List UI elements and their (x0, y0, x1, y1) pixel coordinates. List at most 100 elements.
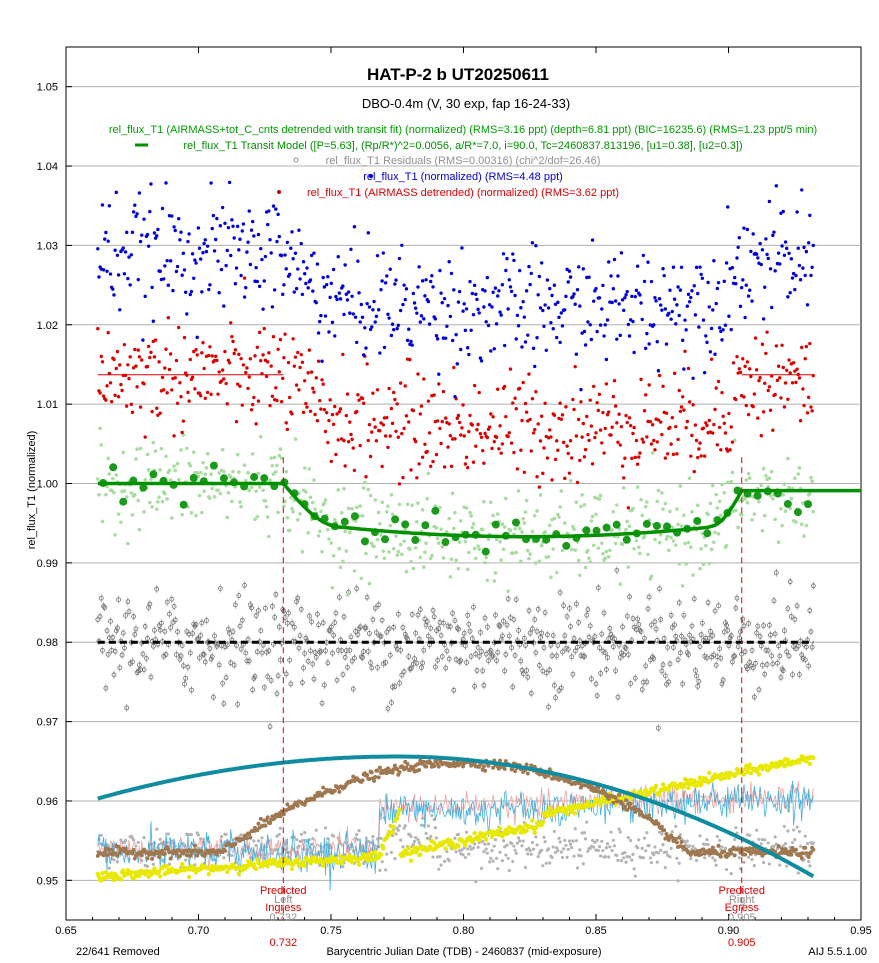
detrended-red-point (439, 441, 443, 446)
detrended-light-point (767, 476, 772, 481)
residual-point (687, 632, 693, 638)
detrended-light-point (582, 502, 587, 507)
data-series (95, 180, 861, 733)
detrended-light-point (231, 469, 235, 474)
aux-yellow-point (396, 811, 401, 817)
detrended-red-point (420, 455, 425, 459)
aux-grey-point (394, 832, 398, 836)
detrended-light-point (532, 514, 537, 518)
detrended-binned-point (602, 523, 611, 532)
detrended-light-point (119, 520, 123, 525)
aux-brown-point (525, 771, 530, 776)
residual-point (497, 623, 503, 629)
detrended-light-point (284, 469, 289, 474)
detrended-binned-point (693, 516, 702, 525)
residual-point (318, 648, 324, 654)
aux-grey-point (562, 847, 566, 851)
residual-point (571, 635, 577, 641)
aux-grey-point (564, 843, 568, 847)
detrended-light-point (492, 579, 497, 583)
normalized-blue-point (370, 325, 374, 329)
detrended-light-point (172, 464, 176, 468)
detrended-red-point (714, 386, 718, 390)
aux-grey-point (389, 850, 393, 855)
detrended-red-point (293, 355, 298, 359)
residual-point (795, 643, 801, 649)
aux-grey-point (599, 854, 603, 858)
detrended-light-point (204, 466, 209, 470)
detrended-binned-point (793, 508, 802, 517)
detrended-red-point (687, 400, 692, 404)
residual-point (743, 663, 749, 669)
normalized-blue-point (504, 268, 508, 273)
normalized-blue-point (349, 247, 353, 252)
detrended-red-point (165, 391, 169, 395)
normalized-blue-point (554, 335, 559, 340)
residual-point (518, 658, 524, 664)
aux-grey-point (526, 852, 530, 856)
normalized-blue-point (365, 301, 369, 306)
detrended-red-point (511, 401, 515, 405)
detrended-light-point (312, 478, 316, 482)
detrended-light-point (254, 489, 258, 493)
normalized-blue-point (390, 322, 395, 326)
detrended-red-point (128, 355, 132, 359)
detrended-red-point (638, 451, 642, 455)
normalized-blue-point (563, 308, 567, 312)
detrended-light-point (164, 454, 168, 459)
detrended-light-point (368, 493, 373, 498)
detrended-light-point (372, 544, 376, 549)
residual-point (594, 693, 600, 699)
normalized-blue-point (292, 290, 297, 294)
detrended-light-point (404, 570, 409, 574)
residual-point (368, 660, 373, 666)
aux-grey-point (609, 830, 613, 834)
detrended-red-point (205, 390, 210, 395)
detrended-light-point (469, 514, 473, 518)
normalized-blue-point (151, 319, 155, 323)
normalized-blue-point (226, 225, 231, 230)
normalized-blue-point (107, 204, 112, 208)
detrended-red-point (277, 370, 281, 374)
normalized-blue-point (343, 263, 347, 267)
detrended-red-point (134, 364, 138, 368)
detrended-light-point (504, 496, 508, 501)
residual-point (254, 649, 260, 655)
detrended-light-point (610, 528, 614, 532)
residual-point (658, 617, 664, 622)
residual-point (436, 626, 442, 632)
detrended-light-point (757, 499, 761, 504)
detrended-red-point (615, 421, 619, 425)
normalized-blue-point (272, 288, 277, 292)
normalized-blue-point (287, 272, 292, 277)
residual-point (361, 649, 367, 654)
detrended-red-point (306, 371, 310, 375)
residual-point (505, 596, 511, 602)
aux-grey-point (668, 855, 672, 859)
normalized-blue-point (210, 226, 214, 231)
residual-point (328, 624, 334, 630)
normalized-blue-point (211, 213, 216, 218)
residual-point (777, 653, 783, 659)
normalized-blue-point (484, 320, 488, 324)
detrended-red-point (257, 330, 262, 335)
detrended-red-point (370, 430, 374, 434)
residual-point (334, 677, 340, 683)
detrended-red-point (522, 470, 527, 474)
detrended-light-point (363, 480, 367, 485)
aux-grey-point (611, 838, 615, 842)
aux-yellow-point (598, 802, 603, 808)
detrended-red-point (497, 447, 501, 451)
residual-point (754, 630, 760, 636)
residual-point (547, 667, 553, 673)
detrended-light-point (470, 525, 475, 530)
detrended-red-point (494, 435, 499, 439)
detrended-red-point (276, 347, 280, 352)
aux-brown-point (375, 768, 380, 773)
aux-yellow-point (707, 770, 712, 776)
aux-grey-point (378, 868, 382, 873)
residual-point (679, 633, 684, 639)
aux-grey-point (585, 820, 589, 824)
normalized-blue-point (244, 285, 248, 290)
detrended-light-point (739, 512, 744, 517)
